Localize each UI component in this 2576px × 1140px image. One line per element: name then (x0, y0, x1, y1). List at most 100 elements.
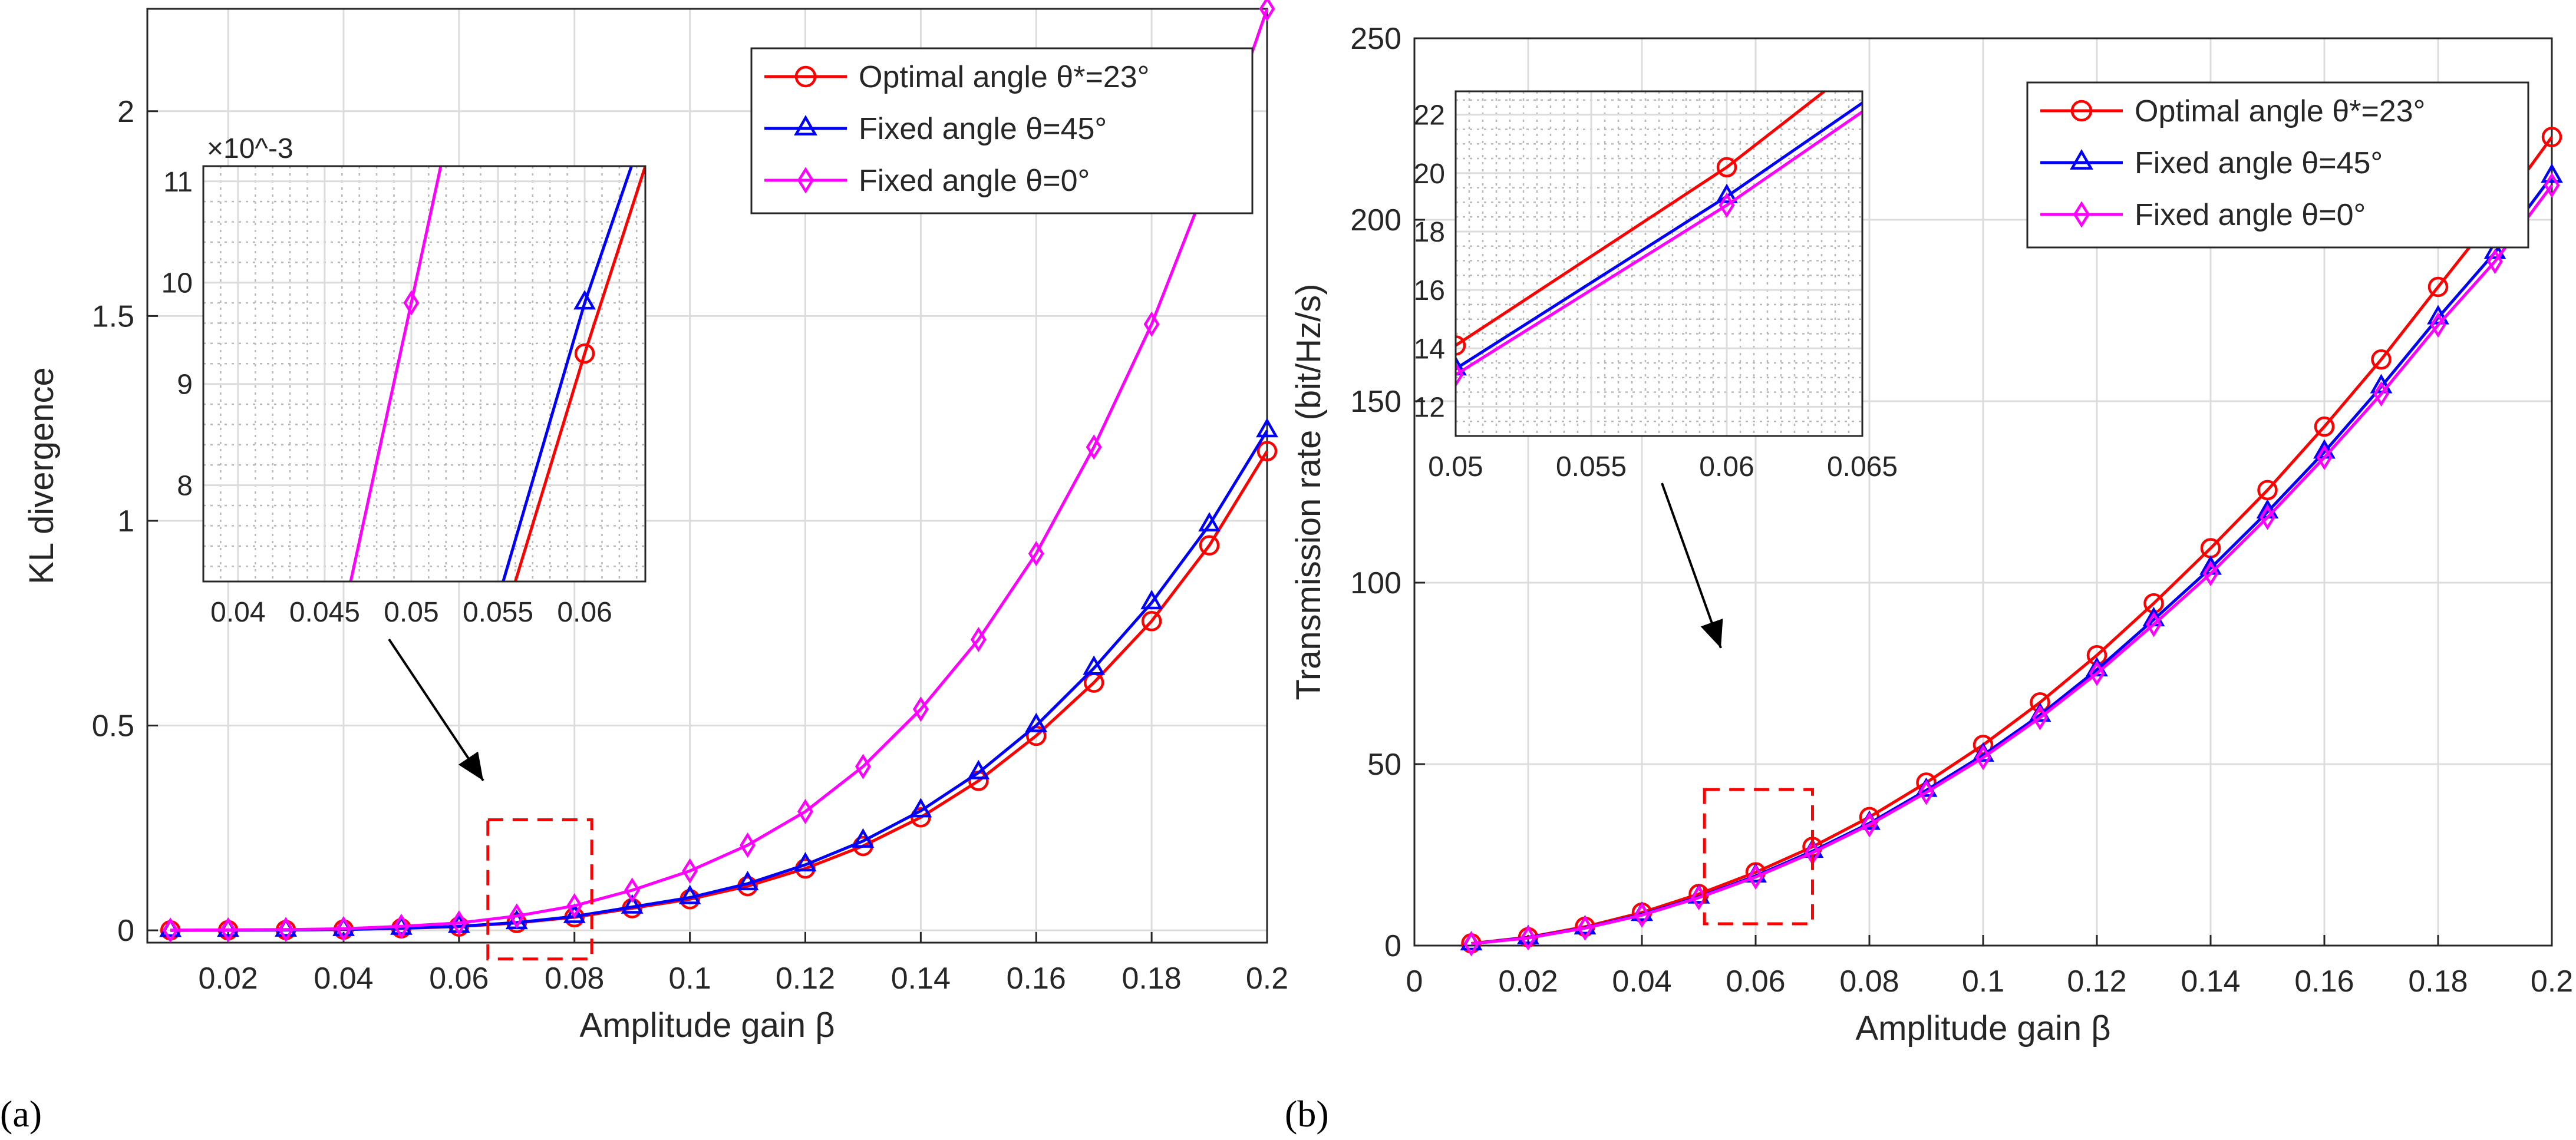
inset-point-triangle (1456, 356, 1467, 376)
data-point-circle (2257, 480, 2278, 501)
x-axis-label: Amplitude gain β (1855, 1009, 2110, 1048)
data-point-triangle (736, 871, 759, 891)
data-point-diamond (278, 917, 294, 943)
legend-label: Fixed angle θ=0° (859, 164, 1090, 198)
inset-x-tick-label: 0.065 (1827, 451, 1898, 483)
inset-x-tick-label: 0.055 (463, 597, 533, 628)
x-tick-label: 0.08 (1839, 964, 1899, 999)
inset-area (203, 166, 645, 581)
data-point-triangle (794, 852, 817, 872)
data-point-triangle (1083, 655, 1106, 675)
data-point-diamond (2316, 444, 2333, 470)
data-point-triangle (1025, 712, 1048, 732)
x-tick-label: 0.16 (1007, 961, 1066, 996)
series-line-diamond (170, 8, 1269, 932)
data-point-diamond (335, 916, 352, 941)
data-point-triangle (1140, 590, 1163, 610)
x-tick-label: 0.02 (1498, 964, 1558, 999)
inset-x-tick-label: 0.05 (384, 597, 438, 628)
zoom-region-box (486, 818, 593, 961)
series-line-diamond (1471, 184, 2554, 946)
x-tick-label: 0.06 (1726, 964, 1785, 999)
inset-y-tick-label: 9 (177, 369, 193, 401)
zoom-arrow (1661, 483, 1722, 649)
data-point-diamond (797, 799, 813, 825)
panel-a-chart: 0.02 0.04 0.06 0.08 0.1 0.12 0.14 0.16 0.18 0.2 0 0… (22, 0, 1288, 1045)
data-point-diamond (1577, 915, 1593, 941)
data-point-triangle (852, 828, 875, 848)
inset-y-tick-label: 16 (1414, 275, 1445, 306)
y-tick-label: 1.5 (92, 299, 134, 333)
inset-series-group (349, 166, 645, 581)
y-axis-label: Transmission rate (bit/Hz/s) (1289, 284, 1328, 700)
data-point-diamond (912, 696, 929, 722)
legend-marker-triangle (794, 115, 817, 136)
data-point-diamond (1143, 311, 1160, 337)
y-axis-label: KL divergence (22, 367, 61, 584)
data-point-circle (2541, 127, 2562, 147)
data-point-diamond (2487, 249, 2503, 275)
inset-x-tick-label: 0.045 (289, 597, 360, 628)
x-tick-label: 0.18 (1122, 961, 1182, 996)
inset-y-tick-label: 12 (1414, 392, 1445, 423)
data-point-triangle (2483, 239, 2506, 259)
inset-line-diamond (1456, 110, 1862, 376)
inset-line-diamond (349, 166, 443, 581)
data-point-diamond (1463, 931, 1479, 957)
data-point-triangle (621, 894, 644, 914)
data-point-diamond (1028, 541, 1044, 567)
y-tick-label: 0 (117, 914, 134, 948)
inset-line-triangle (502, 166, 633, 581)
data-point-diamond (509, 903, 525, 929)
x-tick-label: 0.14 (2181, 964, 2240, 999)
inset-y-tick-label: 22 (1414, 100, 1445, 131)
data-point-diamond (1259, 0, 1275, 22)
inset-x-tick-label: 0.05 (1428, 451, 1483, 483)
legend-marker-circle (2070, 100, 2093, 122)
legend-label: Fixed angle θ=45° (2135, 146, 2383, 180)
inset-line-circle (1456, 91, 1826, 347)
zoom-arrow (388, 638, 484, 782)
data-point-diamond (162, 917, 179, 943)
legend-label: Fixed angle θ=45° (859, 112, 1107, 146)
y-tick-label: 100 (1350, 566, 1401, 600)
inset-point-circle (1716, 157, 1737, 178)
data-point-circle (1141, 611, 1162, 632)
data-point-diamond (1086, 434, 1102, 460)
x-tick-label: 0.1 (668, 961, 711, 996)
data-point-diamond (2373, 381, 2389, 407)
inset-frame (202, 165, 647, 583)
inset-y-tick-label: 14 (1414, 333, 1445, 365)
legend-label: Optimal angle θ*=23° (2135, 94, 2425, 128)
legend-label: Fixed angle θ=0° (2135, 198, 2366, 232)
inset-point-circle (574, 343, 595, 364)
data-point-diamond (2146, 612, 2162, 637)
inset-line-circle (514, 166, 645, 581)
data-point-diamond (2032, 705, 2048, 731)
legend-marker-circle (794, 65, 817, 88)
inset-point-triangle (573, 290, 596, 310)
data-point-circle (2427, 276, 2449, 298)
y-tick-label: 200 (1350, 203, 1401, 237)
data-point-diamond (855, 754, 871, 779)
legend-label: Optimal angle θ*=23° (859, 60, 1149, 94)
data-point-diamond (2202, 561, 2219, 587)
inset-y-tick-label: 10 (161, 268, 193, 299)
data-point-circle (2030, 692, 2050, 713)
inset-y-tick-label: 20 (1414, 158, 1445, 190)
data-point-diamond (2260, 504, 2275, 530)
data-point-triangle (1198, 512, 1221, 532)
inset-x-tick-label: 0.055 (1556, 451, 1627, 483)
x-tick-label: 0.02 (199, 961, 258, 996)
panel-a-tag: (a) (0, 1093, 42, 1135)
legend-marker-triangle (2070, 149, 2093, 170)
plot-frame (146, 8, 1268, 944)
data-point-triangle (563, 903, 586, 923)
data-point-triangle (967, 759, 990, 779)
data-point-diamond (393, 913, 410, 939)
x-tick-label: 0.16 (2294, 964, 2354, 999)
inset-frame (1454, 90, 1863, 437)
x-tick-label: 0.08 (545, 961, 604, 996)
x-tick-label: 0 (1406, 964, 1423, 999)
